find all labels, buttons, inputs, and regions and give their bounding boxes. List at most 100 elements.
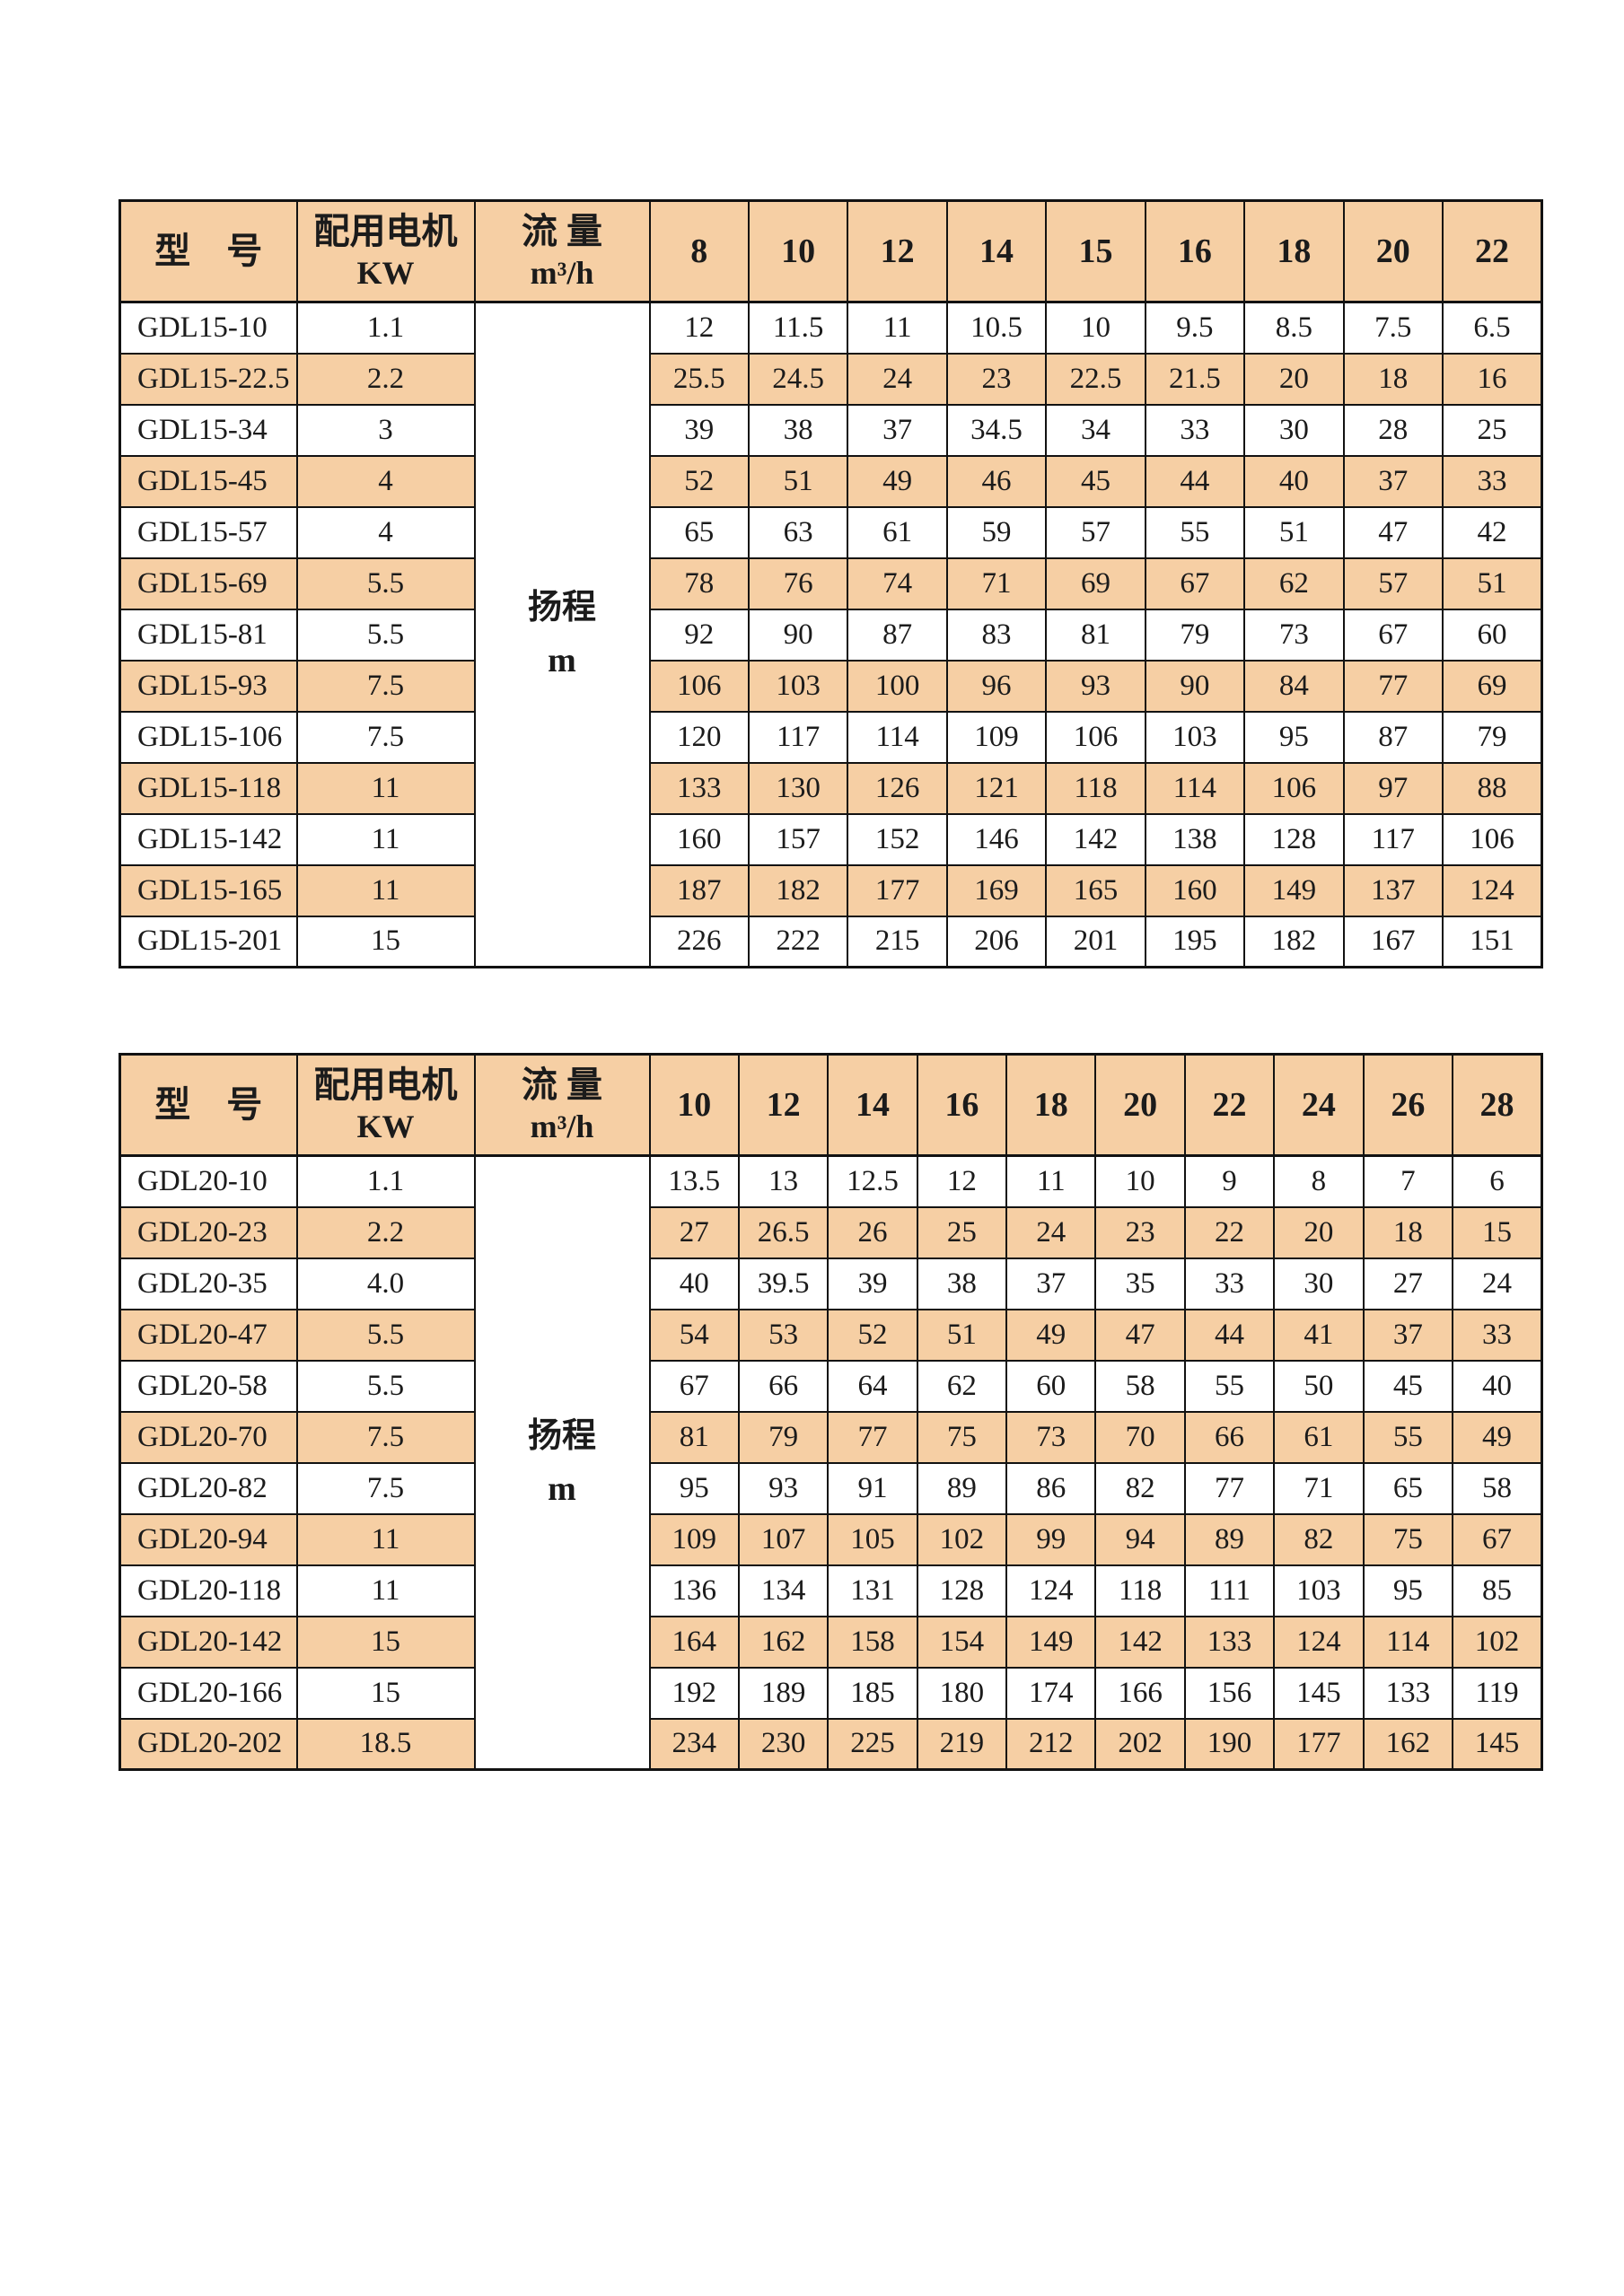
head-value-cell: 40	[648, 1257, 740, 1310]
flow-column-header-cell: 10	[747, 199, 849, 303]
head-value-cell: 230	[737, 1717, 830, 1771]
head-value-cell: 40	[1243, 454, 1345, 508]
head-value-cell: 165	[1045, 863, 1146, 917]
head-value-cell: 47	[1094, 1308, 1186, 1362]
head-value-cell: 34.5	[945, 403, 1048, 457]
motor-kw-cell: 5.5	[295, 608, 476, 662]
head-value-cell: 79	[737, 1410, 830, 1464]
head-value-cell: 192	[648, 1666, 740, 1720]
table-row: GDL15-118 11 133 130 126 121 118 114 106 97 88	[119, 761, 1543, 815]
head-value-cell: 12	[648, 301, 750, 355]
head-value-cell: 44	[1144, 454, 1246, 508]
tables-wrap: 型 号 配用电机 KW 流 量 m³/h 8 10 12 14 15 16 18 20 22 G…	[119, 199, 1543, 1771]
flow-column-header-cell: 22	[1442, 199, 1543, 303]
head-value-cell: 58	[1094, 1359, 1186, 1413]
head-value-cell: 114	[847, 710, 948, 764]
head-value-cell: 138	[1144, 812, 1246, 866]
motor-kw-cell: 2.2	[295, 1205, 476, 1259]
head-value-cell: 33	[1183, 1257, 1276, 1310]
head-value-cell: 114	[1362, 1615, 1454, 1669]
head-value-cell: 81	[648, 1410, 740, 1464]
head-value-cell: 106	[1243, 761, 1345, 815]
head-value-cell: 77	[1183, 1461, 1276, 1515]
head-value-cell: 124	[1273, 1615, 1365, 1669]
table-row: GDL20-47 5.5 54 53 52 51 49 47 44 41 37 33	[119, 1308, 1543, 1362]
head-value-cell: 189	[737, 1666, 830, 1720]
head-value-cell: 39	[827, 1257, 918, 1310]
motor-kw-cell: 11	[295, 1512, 476, 1566]
table-row: GDL15-45 4 52 51 49 46 45 44 40 37 33	[119, 454, 1543, 508]
head-value-cell: 86	[1005, 1461, 1097, 1515]
head-value-cell: 69	[1442, 659, 1543, 713]
head-value-cell: 18	[1362, 1205, 1454, 1259]
head-value-cell: 105	[827, 1512, 918, 1566]
head-value-cell: 177	[1273, 1717, 1365, 1771]
flow-column-header-cell: 15	[1045, 199, 1146, 303]
table-row: GDL15-22.5 2.2 25.5 24.5 24 23 22.5 21.5 20 18 16	[119, 352, 1543, 406]
head-value-cell: 11	[847, 301, 948, 355]
head-value-cell: 16	[1442, 352, 1543, 406]
motor-kw-cell: 7.5	[295, 659, 476, 713]
head-value-cell: 28	[1342, 403, 1444, 457]
head-value-cell: 117	[1342, 812, 1444, 866]
flow-column-header-cell: 28	[1452, 1053, 1543, 1157]
motor-kw-cell: 5.5	[295, 1308, 476, 1362]
head-value-cell: 38	[916, 1257, 1008, 1310]
head-value-cell: 62	[1243, 556, 1345, 610]
head-value-cell: 149	[1005, 1615, 1097, 1669]
model-cell: GDL15-93	[119, 659, 298, 713]
head-value-cell: 30	[1243, 403, 1345, 457]
flow-header-label: 流 量	[522, 1065, 602, 1106]
head-value-cell: 85	[1452, 1564, 1543, 1617]
head-value-cell: 174	[1005, 1666, 1097, 1720]
head-value-cell: 13.5	[648, 1154, 740, 1208]
table-row: GDL20-82 7.5 95 93 91 89 86 82 77 71 65 58	[119, 1461, 1543, 1515]
head-value-cell: 67	[648, 1359, 740, 1413]
head-value-cell: 89	[1183, 1512, 1276, 1566]
head-value-cell: 120	[648, 710, 750, 764]
head-value-cell: 103	[747, 659, 849, 713]
head-value-cell: 12.5	[827, 1154, 918, 1208]
motor-kw-cell: 4.0	[295, 1257, 476, 1310]
head-value-cell: 45	[1362, 1359, 1454, 1413]
head-value-cell: 34	[1045, 403, 1146, 457]
head-value-cell: 133	[1362, 1666, 1454, 1720]
head-value-cell: 18	[1342, 352, 1444, 406]
head-value-cell: 212	[1005, 1717, 1097, 1771]
table-row: GDL15-10 1.1 扬程 m 12 11.5 11 10.5 10 9.5 8.5 7.5 6.5	[119, 301, 1543, 968]
head-value-cell: 25.5	[648, 352, 750, 406]
head-value-cell: 106	[648, 659, 750, 713]
head-value-cell: 119	[1452, 1666, 1543, 1720]
flow-column-header-cell: 14	[827, 1053, 918, 1157]
head-value-cell: 51	[1243, 505, 1345, 559]
head-value-cell: 95	[1243, 710, 1345, 764]
model-cell: GDL20-70	[119, 1410, 298, 1464]
head-unit: m	[548, 1469, 576, 1508]
head-value-cell: 33	[1442, 454, 1543, 508]
table-row: GDL15-81 5.5 92 90 87 83 81 79 73 67 60	[119, 608, 1543, 662]
flow-column-header-cell: 24	[1273, 1053, 1365, 1157]
head-value-cell: 187	[648, 863, 750, 917]
model-cell: GDL15-142	[119, 812, 298, 866]
head-value-cell: 49	[1005, 1308, 1097, 1362]
flow-header-unit: m³/h	[530, 1109, 594, 1145]
table-row: GDL15-201 15 226 222 215 206 201 195 182 167 151	[119, 915, 1543, 968]
flow-header-unit: m³/h	[530, 255, 594, 292]
head-value-cell: 128	[1243, 812, 1345, 866]
head-value-cell: 82	[1273, 1512, 1365, 1566]
head-value-cell: 26.5	[737, 1205, 830, 1259]
head-unit: m	[548, 642, 576, 679]
head-value-cell: 206	[945, 915, 1048, 968]
head-value-cell: 24	[847, 352, 948, 406]
flow-column-header-cell: 16	[916, 1053, 1008, 1157]
head-value-cell: 57	[1045, 505, 1146, 559]
head-value-cell: 107	[737, 1512, 830, 1566]
head-value-cell: 106	[1442, 812, 1543, 866]
head-value-cell: 164	[648, 1615, 740, 1669]
motor-kw-cell: 1.1	[295, 301, 476, 355]
head-value-cell: 60	[1005, 1359, 1097, 1413]
head-value-cell: 77	[827, 1410, 918, 1464]
head-value-cell: 49	[1452, 1410, 1543, 1464]
head-value-cell: 145	[1452, 1717, 1543, 1771]
head-value-cell: 190	[1183, 1717, 1276, 1771]
